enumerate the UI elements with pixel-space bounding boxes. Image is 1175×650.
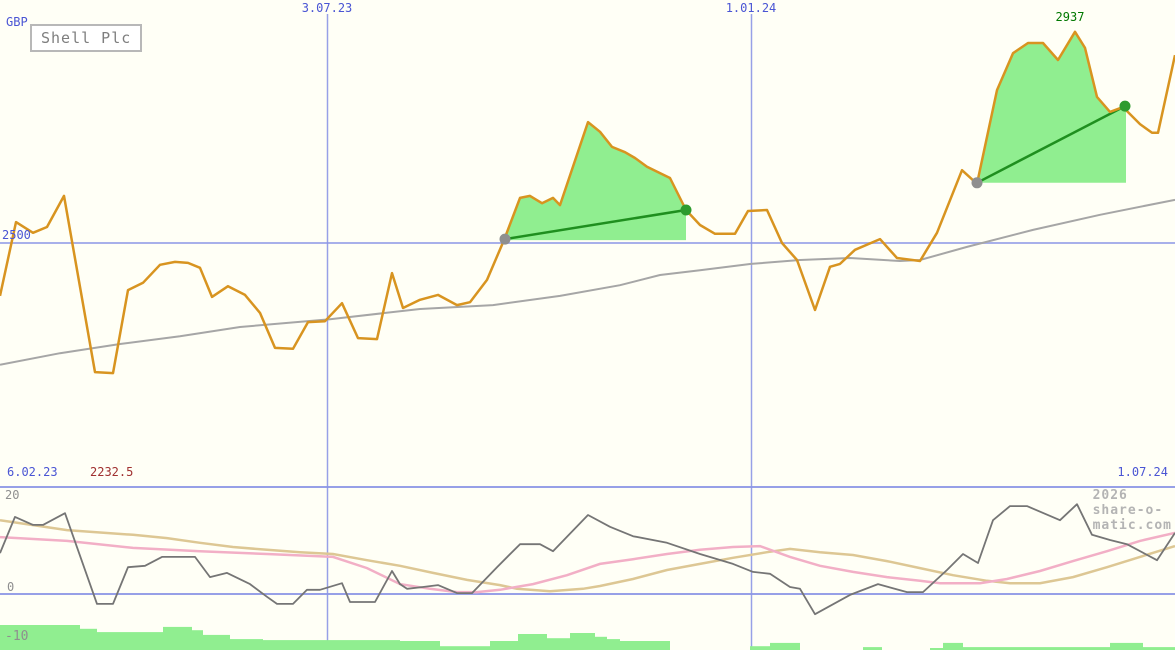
indicator-histogram-bar: [163, 626, 192, 650]
instrument-name-box[interactable]: Shell Plc: [30, 24, 143, 52]
indicator-line: [0, 503, 1175, 616]
min-price-label: 2232.5: [90, 465, 134, 479]
indicator-histogram-bar: [595, 636, 607, 650]
trend-line-2: [976, 104, 1126, 184]
trend-marker-end-2[interactable]: [1119, 100, 1131, 112]
range-start-date-label: 6.02.23: [7, 465, 58, 479]
gridline-date-label-1: 3.07.23: [301, 1, 353, 15]
indicator-histogram-bar: [570, 633, 595, 650]
currency-label: GBP: [6, 15, 28, 29]
gridline-date-label-2: 1.01.24: [725, 1, 777, 15]
trend-marker-start-2[interactable]: [971, 177, 983, 189]
indicator-histogram-bar: [97, 632, 163, 650]
watermark: 2026 share-o-matic.com: [1092, 488, 1173, 533]
price-line: [0, 30, 1175, 375]
indicator-bottom-scale-label: -10: [5, 629, 29, 644]
indicator-histogram-bar: [230, 639, 263, 650]
instrument-name: Shell Plc: [41, 29, 132, 47]
indicator-histogram-bar: [963, 647, 1110, 650]
indicator-top-scale-label: 20: [5, 488, 20, 502]
indicator-histogram-bar: [192, 630, 203, 650]
indicator-histogram-bar: [518, 634, 547, 650]
indicator-histogram-bar: [1143, 647, 1175, 650]
indicator-histogram-bar: [1110, 642, 1143, 650]
indicator-histogram-bar: [263, 640, 400, 650]
indicator-histogram-bar: [0, 625, 80, 650]
indicator-histogram-bar: [863, 647, 882, 650]
indicator-histogram-bar: [750, 646, 770, 650]
trend-line-1: [504, 208, 687, 241]
trend-marker-start-1[interactable]: [499, 233, 511, 245]
indicator-histogram-bar: [80, 628, 97, 650]
indicator-histogram-bar: [620, 641, 670, 650]
uptrend-highlight-fill-2: [977, 31, 1126, 184]
indicator-histogram-bar: [203, 634, 230, 650]
indicator-histogram-bar: [943, 642, 963, 650]
indicator-histogram-bar: [440, 646, 490, 650]
price-gridline-label: 2500: [2, 228, 31, 242]
range-end-date-label: 1.07.24: [1117, 465, 1168, 479]
indicator-histogram-bar: [930, 648, 943, 650]
indicator-histogram-bar: [770, 642, 800, 650]
uptrend-highlight-fill-1: [505, 122, 686, 241]
moving-average-line: [0, 198, 1175, 366]
indicator-zero-scale-label: 0: [7, 580, 15, 594]
signal-fast-line: [0, 531, 1175, 594]
indicator-histogram-bar: [547, 638, 570, 650]
trend-marker-end-1[interactable]: [680, 204, 692, 216]
indicator-histogram-bar: [490, 641, 518, 650]
indicator-histogram-bar: [607, 639, 620, 650]
peak-price-label: 2937: [1055, 10, 1085, 24]
indicator-histogram-bar: [400, 641, 440, 650]
